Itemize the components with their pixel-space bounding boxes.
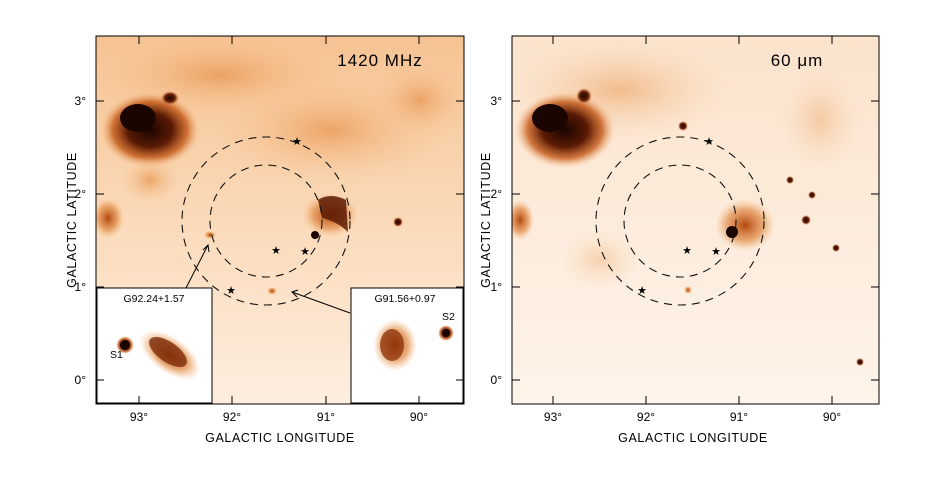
star-marker: ★ (704, 136, 714, 148)
star-marker: ★ (300, 246, 310, 258)
y-tick-label: 3° (491, 94, 503, 108)
y-tick-label: 0° (491, 373, 503, 387)
left-axis-ticks (96, 36, 464, 404)
right-panel-frame (511, 35, 880, 405)
y-tick-label: 1° (75, 280, 87, 294)
inner-dashed-circle (209, 164, 323, 278)
y-axis-title: GALACTIC LATITUDE (479, 152, 493, 288)
y-tick-label: 2° (75, 187, 87, 201)
y-tick-label: 0° (75, 373, 87, 387)
inset-title: G92.24+1.57 (123, 293, 184, 305)
star-marker: ★ (711, 246, 721, 258)
star-marker: ★ (226, 285, 236, 297)
x-tick-label: 92° (637, 410, 655, 424)
star-marker: ★ (271, 245, 281, 257)
x-tick-label: 93° (130, 410, 148, 424)
x-tick-label: 91° (730, 410, 748, 424)
x-tick-label: 90° (410, 410, 428, 424)
y-axis-title: GALACTIC LATITUDE (65, 152, 79, 288)
y-tick-label: 1° (491, 280, 503, 294)
star-marker: ★ (682, 245, 692, 257)
inset-title: G91.56+0.97 (374, 293, 435, 305)
right-panel: ★ ★ ★ ★ 60 μm 3° 2° 1° 0° 93° 92° 91° 90… (479, 35, 880, 445)
x-axis-title: GALACTIC LONGITUDE (618, 431, 768, 445)
star-marker: ★ (292, 136, 302, 148)
left-panel-frame (95, 35, 465, 405)
outer-dashed-circle (595, 136, 765, 306)
outer-dashed-circle (181, 136, 351, 306)
x-tick-label: 92° (223, 410, 241, 424)
left-panel: ★ ★ ★ ★ G92.24+1.57 S1 (65, 35, 465, 445)
inset-g92-24: G92.24+1.57 S1 (96, 287, 213, 404)
x-tick-label: 91° (317, 410, 335, 424)
source-label-s2: S2 (442, 311, 455, 323)
pointer-arrows (185, 243, 351, 314)
left-radio-image (96, 36, 464, 404)
right-infrared-image (512, 36, 879, 404)
star-marker: ★ (637, 285, 647, 297)
x-tick-label: 90° (823, 410, 841, 424)
inset-g91-56: G91.56+0.97 S2 (350, 287, 464, 404)
inner-dashed-circle (623, 164, 737, 278)
right-axis-ticks (512, 36, 879, 404)
wavelength-label: 60 μm (771, 51, 824, 70)
source-label-s1: S1 (110, 349, 123, 361)
y-tick-label: 2° (491, 187, 503, 201)
x-tick-label: 93° (544, 410, 562, 424)
x-axis-title: GALACTIC LONGITUDE (205, 431, 355, 445)
y-tick-label: 3° (75, 94, 87, 108)
frequency-label: 1420 MHz (337, 51, 422, 70)
